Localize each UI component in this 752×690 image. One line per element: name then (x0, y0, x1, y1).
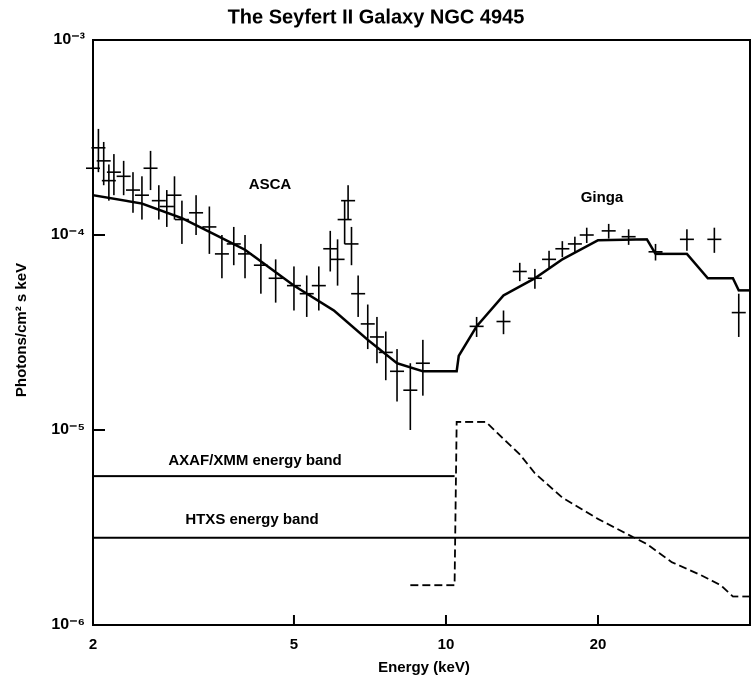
series-label: Ginga (581, 189, 624, 206)
series-label: ASCA (249, 176, 292, 193)
x-axis-label: Energy (keV) (378, 659, 470, 676)
y-tick-label: 10⁻⁴ (51, 226, 85, 243)
y-tick-label: 10⁻⁶ (51, 616, 85, 633)
y-tick-label: 10⁻³ (53, 31, 85, 48)
series-label: AXAF/XMM energy band (168, 452, 341, 469)
x-tick-label: 20 (590, 636, 607, 653)
y-axis-label: Photons/cm² s keV (13, 263, 30, 397)
model-line (410, 421, 750, 598)
y-tick-label: 10⁻⁵ (51, 421, 85, 438)
model-line (92, 193, 750, 373)
x-tick-label: 5 (290, 636, 298, 653)
x-tick-label: 10 (438, 636, 455, 653)
x-tick-label: 2 (89, 636, 97, 653)
chart-title: The Seyfert II Galaxy NGC 4945 (228, 6, 525, 28)
plot-frame (92, 39, 751, 626)
series-label: HTXS energy band (185, 511, 318, 528)
